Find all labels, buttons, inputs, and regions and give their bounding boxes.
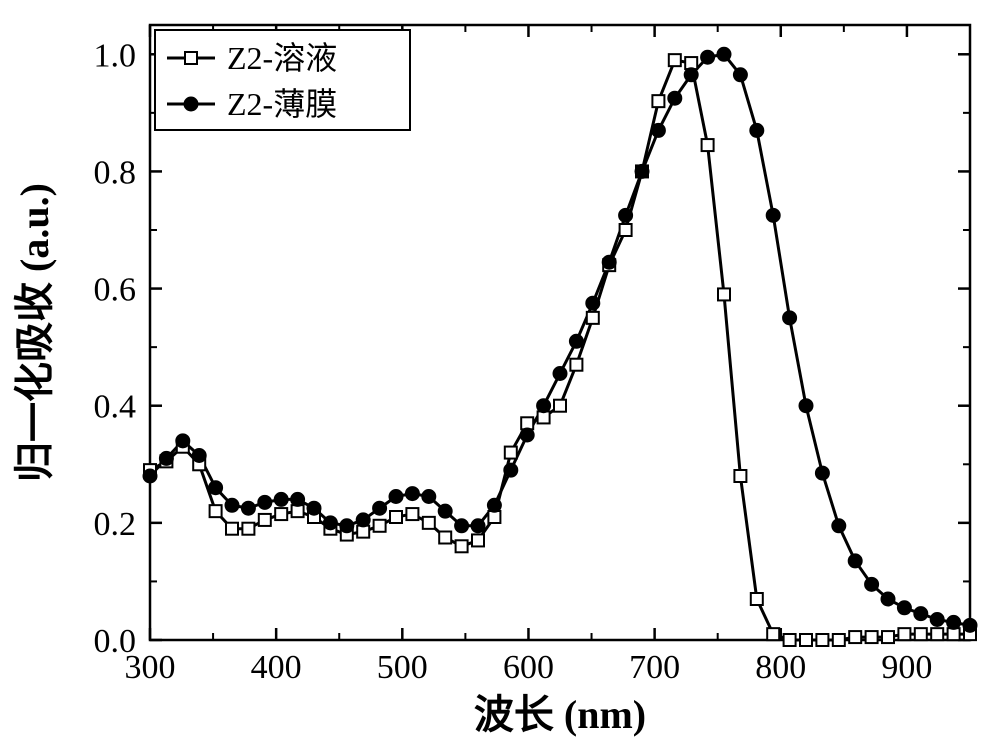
- svg-text:800: 800: [755, 649, 806, 686]
- svg-text:归一化吸收 (a.u.): 归一化吸收 (a.u.): [12, 183, 57, 482]
- svg-text:1.0: 1.0: [94, 37, 137, 74]
- svg-text:0.8: 0.8: [94, 154, 137, 191]
- chart-svg: 300400500600700800900波长 (nm)0.00.20.40.6…: [0, 0, 1000, 750]
- svg-text:0.0: 0.0: [94, 623, 137, 660]
- svg-text:500: 500: [377, 649, 428, 686]
- svg-text:波长 (nm): 波长 (nm): [474, 692, 646, 737]
- svg-text:Z2-溶液: Z2-溶液: [227, 40, 337, 76]
- svg-text:Z2-薄膜: Z2-薄膜: [227, 86, 337, 122]
- absorption-spectrum-chart: 300400500600700800900波长 (nm)0.00.20.40.6…: [0, 0, 1000, 750]
- svg-text:0.6: 0.6: [94, 272, 137, 309]
- svg-text:0.2: 0.2: [94, 506, 137, 543]
- svg-text:0.4: 0.4: [94, 389, 137, 426]
- svg-text:700: 700: [629, 649, 680, 686]
- svg-text:600: 600: [503, 649, 554, 686]
- svg-text:900: 900: [881, 649, 932, 686]
- svg-text:400: 400: [251, 649, 302, 686]
